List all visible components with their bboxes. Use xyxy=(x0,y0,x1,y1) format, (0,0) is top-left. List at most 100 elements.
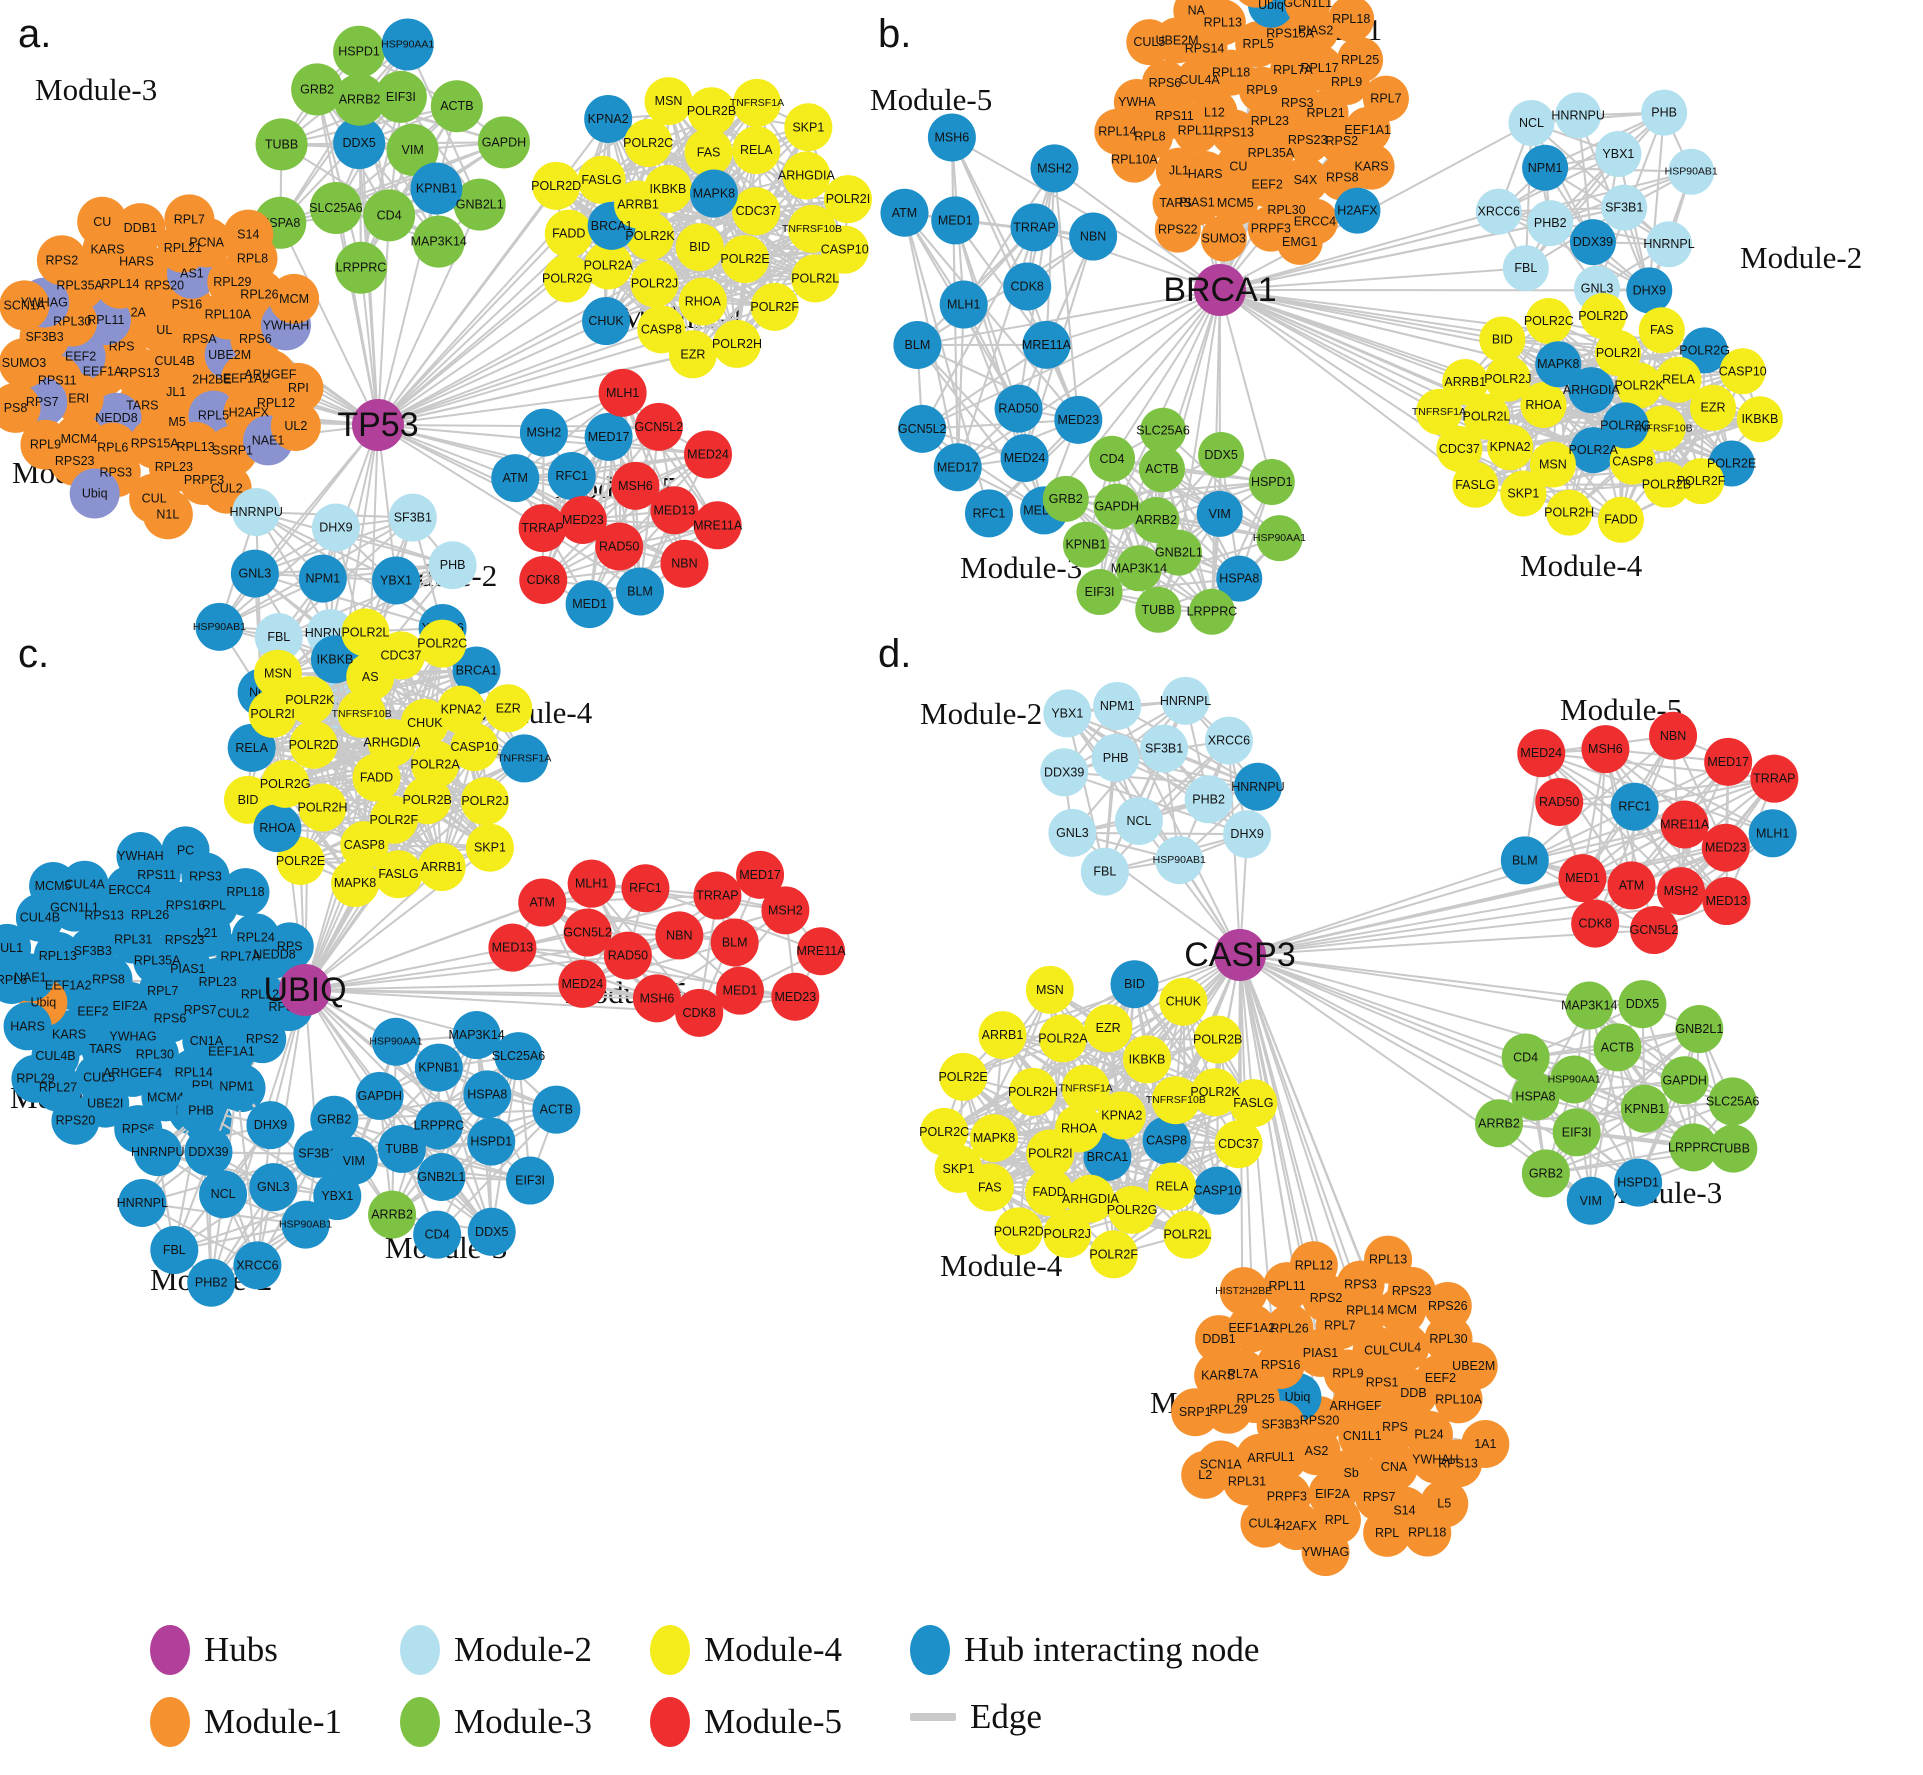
network-node[interactable] xyxy=(1704,737,1753,786)
network-node[interactable] xyxy=(1527,200,1574,247)
network-node[interactable] xyxy=(1126,19,1173,66)
network-node[interactable] xyxy=(1163,1210,1212,1259)
network-node[interactable] xyxy=(1500,836,1549,885)
network-node[interactable] xyxy=(255,118,308,171)
network-node[interactable] xyxy=(367,718,416,767)
network-node[interactable] xyxy=(1571,899,1620,948)
network-node[interactable] xyxy=(460,777,509,826)
network-node[interactable] xyxy=(598,368,647,417)
network-node[interactable] xyxy=(1609,438,1656,485)
network-node[interactable] xyxy=(978,1011,1027,1060)
network-node[interactable] xyxy=(1233,762,1282,811)
network-node[interactable] xyxy=(1151,1076,1200,1125)
network-node[interactable] xyxy=(1517,729,1566,778)
network-node[interactable] xyxy=(484,684,533,733)
network-node[interactable] xyxy=(223,209,274,260)
network-node[interactable] xyxy=(1668,148,1715,195)
network-node[interactable] xyxy=(334,241,387,294)
network-node[interactable] xyxy=(1159,977,1208,1026)
network-node[interactable] xyxy=(51,1096,100,1145)
network-node[interactable] xyxy=(1669,1123,1718,1172)
network-node[interactable] xyxy=(1535,341,1582,388)
network-node[interactable] xyxy=(1708,1077,1757,1126)
network-node[interactable] xyxy=(1196,490,1243,537)
network-node[interactable] xyxy=(491,454,540,503)
network-node[interactable] xyxy=(265,922,314,971)
panel-a-hub-tp53[interactable]: TP53 xyxy=(337,399,419,451)
network-node[interactable] xyxy=(1581,725,1630,774)
network-node[interactable] xyxy=(1569,219,1616,266)
network-node[interactable] xyxy=(281,1200,330,1249)
network-node[interactable] xyxy=(1630,906,1679,955)
network-node[interactable] xyxy=(823,175,872,224)
network-node[interactable] xyxy=(377,1124,426,1173)
network-node[interactable] xyxy=(411,740,460,789)
network-node[interactable] xyxy=(1062,521,1109,568)
network-node[interactable] xyxy=(1193,1166,1242,1215)
network-node[interactable] xyxy=(363,189,416,242)
network-node[interactable] xyxy=(1025,1168,1074,1217)
network-node[interactable] xyxy=(1701,823,1750,872)
network-node[interactable] xyxy=(413,1210,462,1259)
network-node[interactable] xyxy=(1750,754,1799,803)
network-node[interactable] xyxy=(1508,99,1555,146)
network-node[interactable] xyxy=(1449,1342,1498,1391)
network-node[interactable] xyxy=(1618,980,1667,1029)
network-node[interactable] xyxy=(1054,395,1103,444)
network-node[interactable] xyxy=(355,1071,404,1120)
network-node[interactable] xyxy=(341,608,390,657)
network-node[interactable] xyxy=(1204,716,1253,765)
network-node[interactable] xyxy=(248,689,297,738)
network-node[interactable] xyxy=(212,1062,261,1111)
network-node[interactable] xyxy=(1276,218,1323,265)
network-node[interactable] xyxy=(0,382,41,433)
network-node[interactable] xyxy=(1195,1315,1244,1364)
network-node[interactable] xyxy=(164,194,215,245)
network-node[interactable] xyxy=(1602,402,1649,449)
network-node[interactable] xyxy=(298,783,347,832)
network-node[interactable] xyxy=(465,823,514,872)
hub-node[interactable] xyxy=(352,399,404,451)
network-node[interactable] xyxy=(1646,221,1693,268)
network-node[interactable] xyxy=(69,468,120,519)
network-node[interactable] xyxy=(668,330,717,379)
network-node[interactable] xyxy=(660,539,709,588)
network-node[interactable] xyxy=(920,1107,969,1156)
network-node[interactable] xyxy=(675,223,724,272)
network-node[interactable] xyxy=(1212,179,1259,226)
network-node[interactable] xyxy=(1043,689,1092,738)
network-node[interactable] xyxy=(1284,0,1331,26)
network-node[interactable] xyxy=(1601,184,1648,231)
network-node[interactable] xyxy=(712,319,761,368)
network-node[interactable] xyxy=(273,362,324,413)
network-node[interactable] xyxy=(1135,586,1182,633)
network-node[interactable] xyxy=(615,567,664,616)
network-node[interactable] xyxy=(970,1114,1019,1163)
network-node[interactable] xyxy=(1363,1508,1412,1557)
network-node[interactable] xyxy=(1525,297,1572,344)
network-node[interactable] xyxy=(1229,1079,1278,1128)
network-node[interactable] xyxy=(675,988,724,1037)
network-node[interactable] xyxy=(1084,1004,1133,1053)
network-node[interactable] xyxy=(1595,130,1642,177)
network-node[interactable] xyxy=(994,384,1043,433)
network-node[interactable] xyxy=(650,486,699,535)
network-node[interactable] xyxy=(1094,108,1141,155)
network-node[interactable] xyxy=(1566,1176,1615,1225)
network-node[interactable] xyxy=(1248,458,1295,505)
network-node[interactable] xyxy=(1520,381,1567,428)
network-node[interactable] xyxy=(1748,809,1797,858)
network-node[interactable] xyxy=(133,1128,182,1177)
network-node[interactable] xyxy=(1643,461,1690,508)
network-node[interactable] xyxy=(329,1136,378,1185)
network-node[interactable] xyxy=(1214,1120,1263,1169)
network-node[interactable] xyxy=(994,1207,1043,1256)
network-node[interactable] xyxy=(29,862,78,911)
network-node[interactable] xyxy=(412,215,465,268)
network-node[interactable] xyxy=(1173,0,1220,34)
network-node[interactable] xyxy=(1709,1124,1758,1173)
network-node[interactable] xyxy=(1719,348,1766,395)
network-node[interactable] xyxy=(893,321,942,370)
network-node[interactable] xyxy=(796,927,845,976)
network-node[interactable] xyxy=(518,878,567,927)
